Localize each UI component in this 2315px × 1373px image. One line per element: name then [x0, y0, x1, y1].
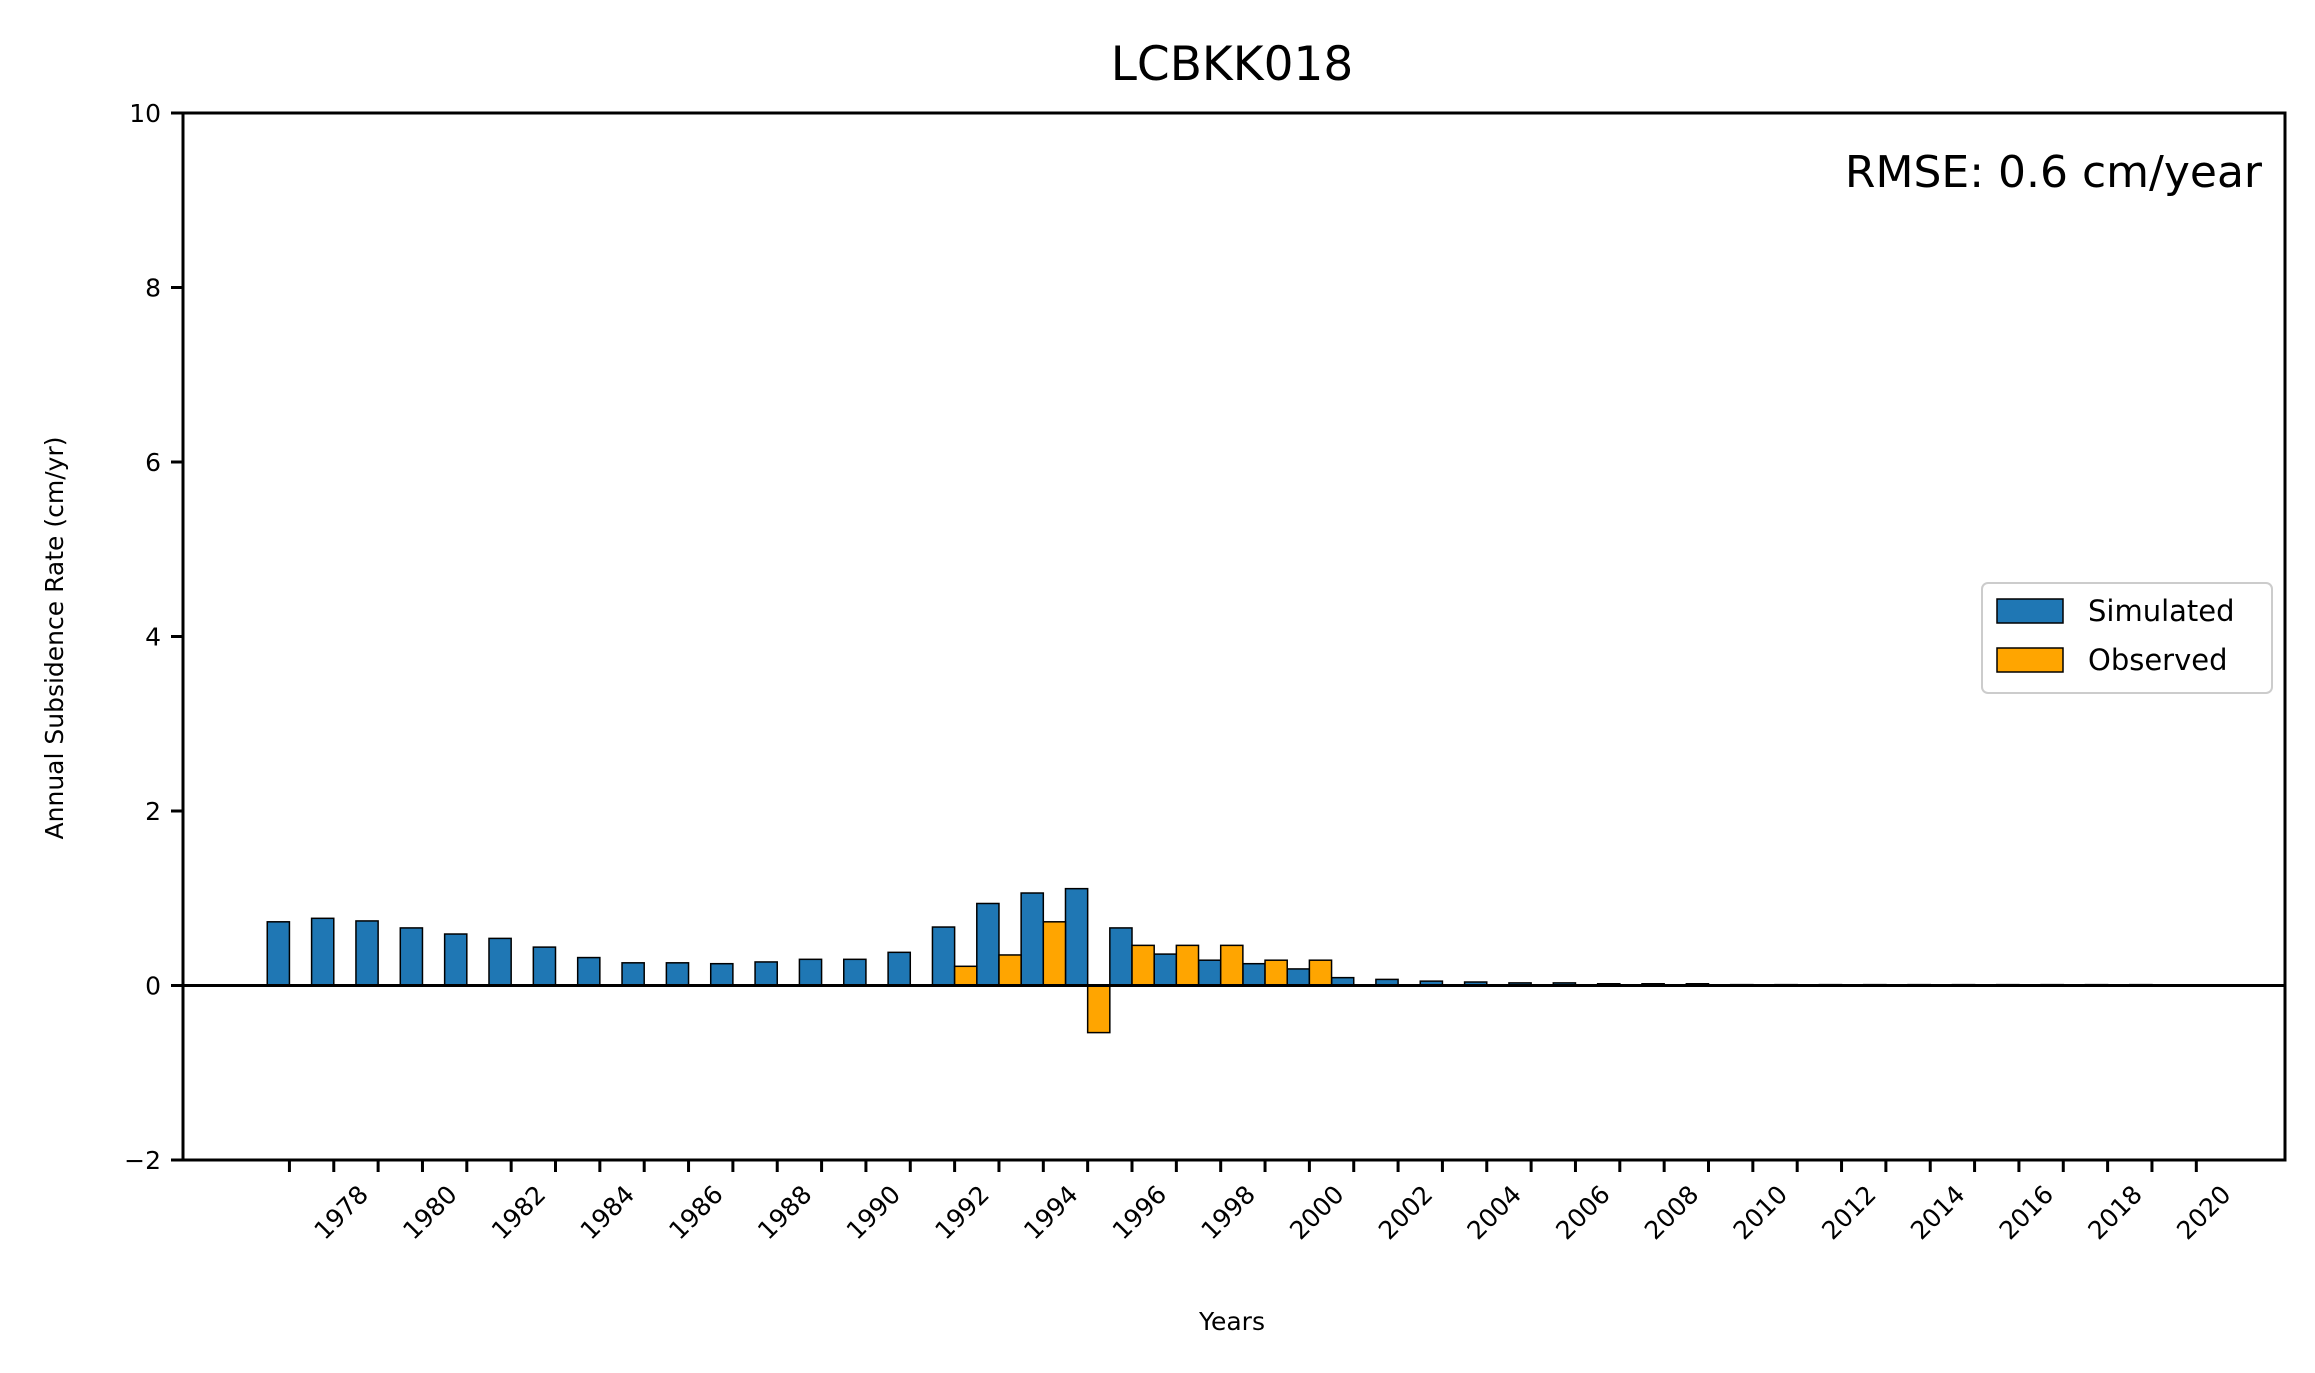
simulated-bar-1978 [310, 917, 335, 987]
legend-label-observed: Observed [2088, 643, 2228, 677]
y-tick-label: 6 [145, 448, 161, 477]
x-axis-label: Years [1198, 1307, 1265, 1336]
y-tick-label: 0 [145, 972, 161, 1001]
y-tick-label: −2 [124, 1146, 161, 1175]
y-axis: −2 0 2 4 6 8 10 [124, 99, 183, 1175]
x-tick-label: 2008 [1639, 1180, 1704, 1245]
observed-bar-1997 [1175, 944, 1200, 987]
x-tick-label: 2014 [1905, 1180, 1970, 1245]
x-tick-label: 1980 [397, 1180, 462, 1245]
x-tick-label: 1990 [841, 1180, 906, 1245]
x-tick-label: 2012 [1816, 1180, 1881, 1245]
legend-swatch-simulated [1996, 598, 2064, 624]
rmse-annotation: RMSE: 0.6 cm/year [1845, 147, 2263, 198]
simulated-bar-1987 [709, 962, 734, 987]
legend-swatch-observed [1996, 647, 2064, 673]
x-tick-label: 2004 [1462, 1180, 1527, 1245]
x-tick-label: 1984 [575, 1180, 640, 1245]
simulated-bar-1990 [843, 958, 867, 987]
y-tick-label: 4 [145, 623, 161, 652]
observed-bar-2000 [1308, 959, 1333, 987]
simulated-bar-1989 [798, 958, 823, 987]
simulated-bar-1988 [754, 961, 778, 987]
x-tick-label: 2000 [1284, 1180, 1349, 1245]
observed-bar-1996 [1131, 944, 1155, 987]
x-tick-label: 2010 [1728, 1180, 1793, 1245]
simulated-bar-1986 [665, 962, 690, 987]
x-tick-label: 1994 [1018, 1180, 1083, 1245]
simulated-bar-1979 [355, 920, 379, 987]
simulated-bar-1996 [1109, 927, 1133, 987]
simulated-bar-1993 [976, 902, 1000, 987]
simulated-bar-1983 [532, 946, 557, 987]
bars-layer [266, 887, 2198, 1034]
simulated-bar-1999 [1242, 962, 1266, 987]
simulated-bar-1992 [931, 926, 956, 987]
x-tick-label: 1982 [486, 1180, 551, 1245]
x-tick-label: 2002 [1373, 1180, 1438, 1245]
x-tick-label: 1978 [309, 1180, 374, 1245]
simulated-bar-1980 [399, 927, 424, 987]
observed-bar-1994 [1042, 921, 1067, 987]
chart-title: LCBKK018 [1111, 37, 1354, 92]
simulated-bar-1982 [488, 937, 512, 987]
simulated-bar-1991 [887, 951, 912, 987]
x-tick-label: 1996 [1107, 1180, 1172, 1245]
simulated-bar-1981 [443, 933, 468, 987]
simulated-bar-1977 [266, 921, 291, 987]
simulated-bar-1985 [621, 962, 645, 987]
y-tick-label: 8 [145, 274, 161, 303]
observed-bar-1998 [1219, 944, 1244, 987]
simulated-bar-1995 [1064, 887, 1089, 987]
plot-frame [181, 111, 2287, 1162]
legend-label-simulated: Simulated [2088, 594, 2235, 628]
x-tick-label: 2018 [2082, 1180, 2147, 1245]
x-tick-label: 1992 [929, 1180, 994, 1245]
observed-bar-1999 [1264, 959, 1288, 987]
x-tick-label: 1986 [663, 1180, 728, 1245]
simulated-bar-2000 [1286, 968, 1311, 987]
simulated-bar-1998 [1197, 959, 1222, 987]
x-tick-label: 2006 [1550, 1180, 1615, 1245]
observed-bar-1993 [998, 954, 1022, 987]
simulated-bar-1994 [1020, 892, 1045, 987]
simulated-bar-1997 [1153, 953, 1178, 987]
x-axis: 1978 1980 1982 1984 1986 1988 1990 1992 1994 1996… [287, 1160, 2237, 1245]
observed-bar-1992 [953, 965, 978, 987]
observed-bar-1995 [1086, 984, 1111, 1034]
x-tick-label: 2020 [2171, 1180, 2236, 1245]
x-tick-label: 1988 [752, 1180, 817, 1245]
x-tick-label: 1998 [1195, 1180, 1260, 1245]
y-tick-label: 2 [145, 797, 161, 826]
x-tick-label: 2016 [1994, 1180, 2059, 1245]
legend: Simulated Observed [1981, 582, 2273, 694]
simulated-bar-1984 [576, 956, 601, 987]
y-tick-label: 10 [129, 99, 161, 128]
y-axis-label: Annual Subsidence Rate (cm/yr) [40, 437, 69, 840]
